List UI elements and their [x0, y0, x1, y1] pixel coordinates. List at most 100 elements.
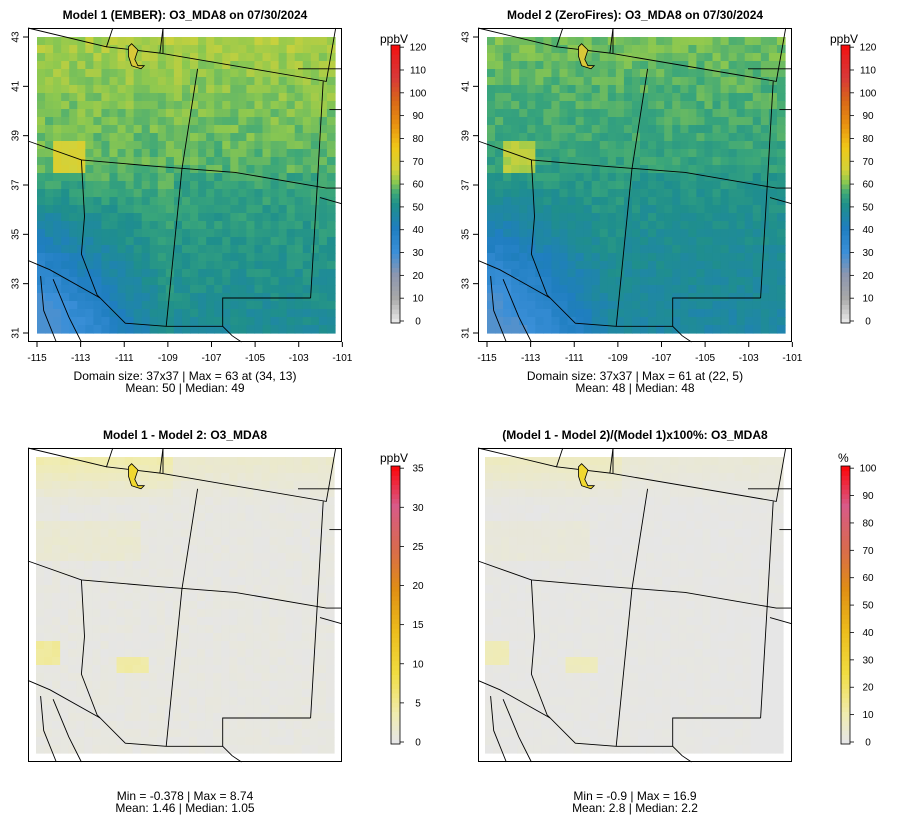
panel3-lake: [128, 463, 146, 490]
colorbar-tick-label: 120: [860, 43, 877, 54]
colorbar-tick-label: 30: [862, 248, 874, 259]
panel4-field: [485, 457, 784, 754]
panel4-stats-line2: Mean: 2.8 | Median: 2.2: [572, 801, 698, 815]
colorbar-tick-label: 35: [412, 464, 424, 475]
colorbar-tick-label: 20: [862, 271, 874, 282]
panel3-stats-line2: Mean: 1.46 | Median: 1.05: [115, 801, 255, 815]
colorbar-tick-label: 100: [410, 88, 427, 99]
lon-tick-label: -115: [27, 353, 47, 364]
lat-tick-label: 31: [461, 327, 472, 339]
panel2-axes: 31 33 35 37 39 41 43 -115 -113 -111 -109 -107 -105 -1…: [461, 31, 803, 364]
panel1-title: Model 1 (EMBER): O3_MDA8 on 07/30/2024: [62, 8, 308, 22]
colorbar-tick-label: 110: [860, 65, 876, 76]
lat-tick-label: 43: [11, 31, 22, 43]
panel3-field: [36, 457, 335, 754]
colorbar-tick-label: 100: [860, 88, 877, 99]
colorbar-tick-label: 10: [862, 294, 874, 305]
panel2-field: [487, 37, 786, 334]
colorbar-tick-label: 10: [412, 294, 424, 305]
colorbar-tick-label: 40: [862, 628, 874, 639]
lat-tick-label: 37: [11, 179, 22, 191]
panel2-title: Model 2 (ZeroFires): O3_MDA8 on 07/30/20…: [506, 8, 764, 22]
panel2-stats-line2: Mean: 48 | Median: 48: [575, 381, 695, 395]
colorbar-tick-label: 20: [862, 683, 874, 694]
panel1-field: [37, 37, 336, 334]
lon-tick-label: -109: [158, 353, 178, 364]
lon-tick-label: -111: [565, 353, 584, 364]
colorbar-tick-label: 10: [412, 659, 424, 670]
colorbar-tick-label: 15: [412, 620, 424, 631]
colorbar-tick-label: 120: [410, 43, 427, 54]
colorbar-tick-label: 25: [412, 542, 424, 553]
panel2-map-frame: [478, 28, 792, 342]
panel2-colorbar: 0 10 20 30 40 50 60 70 80 90 100 110 120: [840, 43, 877, 328]
lon-tick-label: -107: [651, 353, 671, 364]
lon-tick-label: -113: [71, 353, 91, 364]
panel3-title: Model 1 - Model 2: O3_MDA8: [102, 428, 268, 442]
lon-tick-label: -101: [782, 353, 802, 364]
lat-tick-label: 33: [11, 278, 22, 290]
panel2-stats-line1: Domain size: 37x37 | Max = 61 at (22, 5): [526, 369, 744, 383]
lat-tick-label: 39: [11, 130, 22, 142]
panel1-stats-line2: Mean: 50 | Median: 49: [125, 381, 245, 395]
lat-tick-label: 39: [461, 130, 472, 142]
lat-tick-label: 35: [461, 228, 472, 240]
lat-tick-label: 35: [11, 228, 22, 240]
colorbar-tick-label: 60: [862, 180, 874, 191]
lon-tick-label: -115: [477, 353, 497, 364]
lon-tick-label: -109: [608, 353, 628, 364]
colorbar-tick-label: 0: [865, 317, 871, 328]
lon-tick-label: -111: [115, 353, 134, 364]
panel4-unit: %: [838, 451, 849, 465]
lat-tick-label: 37: [461, 179, 472, 191]
panel4-title: (Model 1 - Model 2)/(Model 1)x100%: O3_M…: [502, 428, 768, 442]
panel3-stats-line1: Min = -0.378 | Max = 8.74: [116, 789, 254, 803]
panel3-map-frame: [28, 448, 342, 762]
panel2-state-borders: [477, 27, 793, 343]
colorbar-tick-label: 80: [412, 134, 424, 145]
colorbar-tick-label: 50: [862, 601, 874, 612]
colorbar-tick-label: 70: [862, 157, 874, 168]
colorbar-tick-label: 100: [860, 464, 877, 475]
colorbar-tick-label: 30: [412, 503, 424, 514]
colorbar-tick-label: 60: [412, 180, 424, 191]
panel4-state-borders: [477, 447, 793, 763]
colorbar-tick-label: 30: [862, 655, 874, 666]
lon-tick-label: -113: [521, 353, 541, 364]
panel4-map-frame: [478, 448, 792, 762]
colorbar-tick-label: 50: [412, 202, 424, 213]
lon-tick-label: -107: [201, 353, 221, 364]
colorbar-tick-label: 40: [862, 225, 874, 236]
colorbar-tick-label: 0: [865, 738, 871, 749]
colorbar-tick-label: 20: [412, 581, 424, 592]
panel1-lake: [128, 43, 146, 70]
panel4-lake: [578, 463, 596, 490]
panel1-axes: 31 33 35 37 39 41 43 -115 -113 -111 -109 -107 -105 -1…: [11, 31, 353, 364]
lat-tick-label: 43: [461, 31, 472, 43]
panel3-unit: ppbV: [380, 451, 409, 465]
lon-tick-label: -101: [332, 353, 352, 364]
lat-tick-label: 33: [461, 278, 472, 290]
colorbar-tick-label: 90: [862, 491, 874, 502]
lon-tick-label: -103: [739, 353, 759, 364]
panel1-map-frame: [28, 28, 342, 342]
panel3-colorbar: 0 5 10 15 20 25 30 35: [390, 464, 424, 749]
colorbar-tick-label: 10: [862, 710, 874, 721]
panel2-lake: [578, 43, 596, 70]
colorbar-tick-label: 90: [412, 111, 424, 122]
colorbar-tick-label: 60: [862, 573, 874, 584]
lon-tick-label: -103: [289, 353, 309, 364]
colorbar-tick-label: 0: [415, 317, 421, 328]
colorbar-tick-label: 20: [412, 271, 424, 282]
colorbar-tick-label: 50: [862, 202, 874, 213]
panel4-colorbar: 0 10 20 30 40 50 60 70 80 90 100: [840, 464, 877, 749]
colorbar-tick-label: 70: [862, 546, 874, 557]
lon-tick-label: -105: [695, 353, 715, 364]
lat-tick-label: 31: [11, 327, 22, 339]
colorbar-tick-label: 110: [410, 65, 426, 76]
panel4-stats-line1: Min = -0.9 | Max = 16.9: [573, 789, 697, 803]
lat-tick-label: 41: [11, 80, 22, 92]
colorbar-tick-label: 90: [862, 111, 874, 122]
colorbar-tick-label: 0: [415, 738, 421, 749]
